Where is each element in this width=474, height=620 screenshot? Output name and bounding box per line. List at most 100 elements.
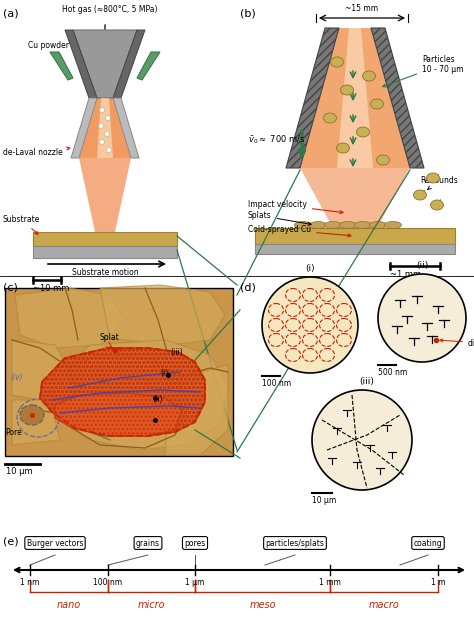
Text: 500 nm: 500 nm (378, 368, 407, 377)
Text: (i): (i) (160, 369, 168, 378)
Text: ~1 mm: ~1 mm (390, 270, 421, 279)
Polygon shape (55, 393, 182, 436)
Text: 1 μm: 1 μm (185, 578, 205, 587)
Polygon shape (300, 28, 410, 168)
Polygon shape (286, 28, 339, 168)
Text: 10 μm: 10 μm (312, 496, 336, 505)
Text: (ii): (ii) (416, 261, 428, 270)
Ellipse shape (340, 85, 354, 95)
Polygon shape (12, 340, 70, 400)
Ellipse shape (427, 173, 439, 183)
Circle shape (262, 277, 358, 373)
Ellipse shape (20, 405, 44, 425)
Text: Hot gas (≈800°C, 5 MPa): Hot gas (≈800°C, 5 MPa) (62, 5, 158, 14)
Text: Cold-sprayed Cu: Cold-sprayed Cu (248, 225, 351, 237)
Circle shape (104, 131, 109, 136)
Polygon shape (337, 28, 373, 168)
Polygon shape (12, 400, 60, 445)
Text: de-Laval nozzle: de-Laval nozzle (3, 147, 70, 157)
Text: Pore: Pore (5, 428, 22, 437)
Polygon shape (113, 30, 145, 98)
Text: 100 nm: 100 nm (262, 379, 291, 388)
Ellipse shape (339, 221, 356, 229)
Ellipse shape (413, 190, 427, 200)
Polygon shape (71, 98, 97, 158)
Text: (c): (c) (3, 282, 18, 292)
Polygon shape (40, 348, 205, 436)
Text: Substrate: Substrate (3, 215, 40, 234)
Text: Rebounds: Rebounds (420, 176, 458, 190)
Text: $\bar{v}_0 \approx$ 700 m/s: $\bar{v}_0 \approx$ 700 m/s (248, 134, 306, 146)
Ellipse shape (294, 221, 311, 229)
Text: (d): (d) (240, 282, 256, 292)
Text: grains: grains (136, 539, 160, 547)
Text: Cu powder: Cu powder (28, 41, 69, 59)
Text: pores: pores (184, 539, 206, 547)
Ellipse shape (323, 113, 337, 123)
Polygon shape (79, 158, 131, 232)
Ellipse shape (384, 221, 401, 229)
Polygon shape (255, 228, 455, 244)
Circle shape (99, 123, 103, 128)
Polygon shape (65, 30, 97, 98)
Text: (i): (i) (305, 264, 315, 273)
Text: Splats: Splats (248, 211, 311, 225)
Text: (iv): (iv) (10, 373, 23, 382)
Text: (ii): (ii) (152, 395, 163, 404)
Polygon shape (5, 288, 233, 456)
Text: 1 nm: 1 nm (20, 578, 40, 587)
Text: (e): (e) (3, 536, 18, 546)
Polygon shape (300, 168, 410, 228)
Ellipse shape (430, 200, 444, 210)
Polygon shape (33, 232, 177, 246)
Polygon shape (97, 98, 113, 158)
Text: (iii): (iii) (360, 377, 374, 386)
Ellipse shape (371, 99, 383, 109)
Ellipse shape (356, 127, 370, 137)
Circle shape (100, 107, 104, 112)
Polygon shape (15, 288, 125, 348)
Circle shape (106, 115, 110, 120)
Polygon shape (33, 246, 177, 258)
Ellipse shape (370, 221, 386, 229)
Polygon shape (165, 365, 228, 455)
Text: (a): (a) (3, 8, 18, 18)
Text: Impact velocity: Impact velocity (248, 200, 343, 214)
Circle shape (378, 274, 466, 362)
Text: Particles
10 - 70 μm: Particles 10 - 70 μm (383, 55, 464, 87)
Text: 100 nm: 100 nm (93, 578, 123, 587)
Text: meso: meso (249, 600, 276, 610)
Text: ~15 mm: ~15 mm (346, 4, 379, 13)
Text: 10 μm: 10 μm (6, 467, 33, 476)
Text: 1 m: 1 m (431, 578, 445, 587)
Text: Substrate motion: Substrate motion (72, 268, 138, 277)
Polygon shape (55, 340, 228, 450)
Text: (iii): (iii) (170, 348, 183, 357)
Text: micro: micro (137, 600, 165, 610)
Polygon shape (371, 28, 424, 168)
Text: 1 mm: 1 mm (319, 578, 341, 587)
Circle shape (107, 148, 111, 153)
Text: particles/splats: particles/splats (265, 539, 324, 547)
Polygon shape (50, 52, 73, 80)
Text: coating: coating (414, 539, 442, 547)
Text: Splat: Splat (100, 333, 120, 342)
Polygon shape (255, 244, 455, 254)
Ellipse shape (325, 221, 341, 229)
Polygon shape (73, 30, 137, 98)
Text: nano: nano (57, 600, 81, 610)
Ellipse shape (337, 143, 349, 153)
Polygon shape (100, 285, 225, 345)
Text: Burger vectors: Burger vectors (27, 539, 83, 547)
Ellipse shape (363, 71, 375, 81)
Polygon shape (113, 98, 139, 158)
Text: (b): (b) (240, 8, 256, 18)
Text: macro: macro (369, 600, 400, 610)
Ellipse shape (376, 155, 390, 165)
Circle shape (312, 390, 412, 490)
Ellipse shape (310, 221, 327, 229)
Circle shape (100, 140, 104, 144)
Ellipse shape (330, 57, 344, 67)
Polygon shape (137, 52, 160, 80)
Text: dislocations: dislocations (440, 339, 474, 348)
